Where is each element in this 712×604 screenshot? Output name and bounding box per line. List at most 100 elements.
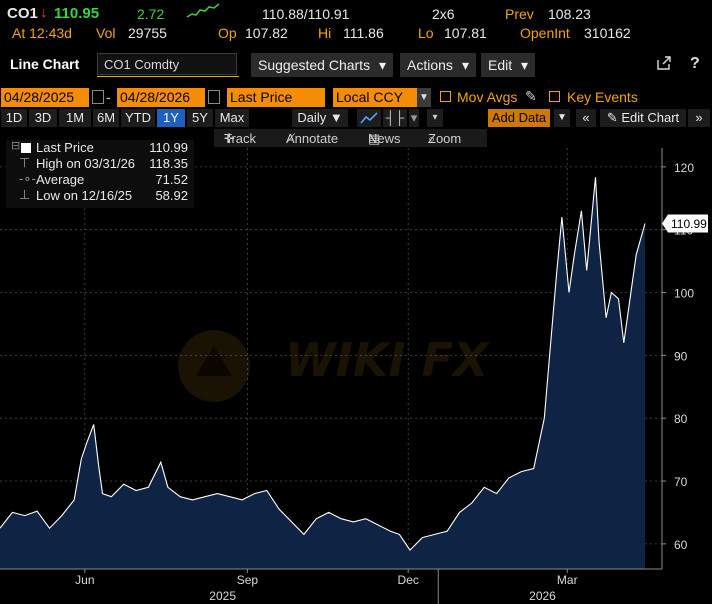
suggested-charts-dropdown[interactable]: Suggested Charts ▾ xyxy=(251,53,393,77)
bid-ask-size: 2x6 xyxy=(432,6,455,22)
down-arrow-icon: ↓ xyxy=(40,4,48,21)
chart-tools-row: ✛ Track ⟋ Annotate ▤ News ⌕ Zoom xyxy=(214,129,487,147)
average-marker-icon: -∘- xyxy=(19,171,36,186)
legend-high-value: 118.35 xyxy=(149,156,188,171)
x-year-label: 2026 xyxy=(529,589,556,603)
help-icon[interactable]: ? xyxy=(690,55,700,72)
open-interest-value: 310162 xyxy=(584,25,631,41)
period-button-1y[interactable]: 1Y xyxy=(157,109,185,127)
edit-chart-label: Edit Chart xyxy=(621,110,680,125)
watermark-logo: WIKI FX xyxy=(178,330,491,402)
period-row: 1D 3D 1M 6M YTD 1Y 5Y Max Daily ▼ ┤├ ▾ ▾ Add Da… xyxy=(0,109,712,127)
chevron-down-icon: ▾ xyxy=(520,57,528,73)
high-marker-icon: ⊤ xyxy=(19,155,31,170)
chevron-down-icon[interactable]: ▼ xyxy=(417,88,431,107)
frequency-dropdown[interactable]: Daily ▼ xyxy=(292,109,348,127)
end-date-input[interactable]: 04/28/2026 xyxy=(117,88,205,107)
legend-low-value: 58.92 xyxy=(155,188,188,203)
bar-chart-icon[interactable]: ┤├ xyxy=(383,109,407,127)
low-label: Lo xyxy=(418,25,434,41)
last-price-tag-label: 110.99 xyxy=(671,217,707,231)
legend-low-label: Low on 12/16/25 xyxy=(36,188,133,203)
chart-legend: ⊟ Last Price 110.99 ⊤ High on 03/31/26 1… xyxy=(6,140,194,208)
mov-avgs-label[interactable]: Mov Avgs xyxy=(457,89,518,105)
chevron-down-icon[interactable]: ▾ xyxy=(409,109,419,127)
calendar-icon[interactable] xyxy=(208,90,220,104)
security-input[interactable]: CO1 Comdty xyxy=(97,53,237,75)
time-label: At 12:43d xyxy=(12,25,72,41)
pencil-icon[interactable]: ✎ xyxy=(525,88,537,104)
tree-toggle-icon[interactable]: ⊟ xyxy=(11,140,21,152)
calendar-icon[interactable] xyxy=(92,90,104,104)
zoom-label: Zoom xyxy=(428,131,462,146)
y-tick-label: 90 xyxy=(674,349,688,363)
legend-last-label: Last Price xyxy=(36,140,94,155)
period-button-max[interactable]: Max xyxy=(215,109,249,127)
security-underline xyxy=(97,76,239,77)
y-tick-label: 70 xyxy=(674,475,688,489)
collapse-icon[interactable]: « xyxy=(576,109,596,127)
y-tick-label: 80 xyxy=(674,412,688,426)
x-axis: Jun Sep Dec Mar 2025 2026 xyxy=(0,568,662,604)
open-label: Op xyxy=(218,25,237,41)
track-label: Track xyxy=(224,131,257,146)
low-marker-icon: ⊥ xyxy=(19,187,31,202)
period-button-1m[interactable]: 1M xyxy=(59,109,91,127)
chevron-down-icon: ▾ xyxy=(461,57,469,73)
chart-toolbar: Line Chart CO1 Comdty Suggested Charts ▾… xyxy=(0,50,712,80)
actions-dropdown[interactable]: Actions ▾ xyxy=(400,53,476,77)
edit-label: Edit xyxy=(488,57,513,73)
news-label: News xyxy=(368,131,401,146)
period-button-ytd[interactable]: YTD xyxy=(121,109,155,127)
expand-icon[interactable]: » xyxy=(688,109,710,127)
series-swatch xyxy=(21,143,31,153)
y-tick-label: 100 xyxy=(674,287,694,301)
x-tick-label: Mar xyxy=(557,573,578,587)
period-button-1d[interactable]: 1D xyxy=(1,109,27,127)
suggested-charts-label: Suggested Charts xyxy=(258,57,371,73)
high-label: Hi xyxy=(318,25,332,41)
add-data-input[interactable]: Add Data xyxy=(488,109,550,127)
line-chart-icon[interactable] xyxy=(357,109,381,127)
ticker[interactable]: CO1 xyxy=(7,5,38,22)
legend-high: ⊤ High on 03/31/26 118.35 xyxy=(6,155,194,172)
pencil-icon: ✎ xyxy=(606,110,618,125)
edit-chart-button[interactable]: ✎ Edit Chart xyxy=(600,109,686,127)
quote-header: CO1 ↓ 110.95 2.72 110.88/110.91 2x6 Prev… xyxy=(0,0,712,44)
vol-label: Vol xyxy=(96,25,116,41)
period-button-6m[interactable]: 6M xyxy=(93,109,119,127)
news-icon: ▤ xyxy=(368,131,381,146)
currency-selector[interactable]: Local CCY xyxy=(333,88,429,107)
last-price: 110.95 xyxy=(54,5,100,22)
high-value: 111.86 xyxy=(343,25,384,41)
date-separator: - xyxy=(106,89,111,105)
legend-average: -∘- Average 71.52 xyxy=(6,171,194,188)
svg-text:WIKI FX: WIKI FX xyxy=(285,333,491,387)
price-area xyxy=(0,177,645,569)
last-price-tag-box xyxy=(662,214,708,233)
legend-last[interactable]: ⊟ Last Price 110.99 xyxy=(6,140,194,156)
date-range-row: 04/28/2025 - 04/28/2026 Last Price Local… xyxy=(0,88,712,108)
y-axis: 60708090100110120 xyxy=(661,148,694,569)
chevron-down-icon[interactable]: ▾ xyxy=(427,109,443,127)
vol-value: 29755 xyxy=(128,25,167,41)
chevron-down-icon[interactable]: ▼ xyxy=(554,109,570,127)
prev-label: Prev xyxy=(505,6,534,22)
net-change: 2.72 xyxy=(137,6,165,22)
edit-dropdown[interactable]: Edit ▾ xyxy=(481,53,535,77)
mov-avgs-checkbox[interactable] xyxy=(440,91,451,102)
start-date-input[interactable]: 04/28/2025 xyxy=(1,88,89,107)
key-events-label[interactable]: Key Events xyxy=(567,89,638,105)
period-button-5y[interactable]: 5Y xyxy=(187,109,213,127)
magnifier-icon: ⌕ xyxy=(428,131,436,146)
x-tick-label: Dec xyxy=(398,573,419,587)
prev-value: 108.23 xyxy=(548,6,591,22)
key-events-checkbox[interactable] xyxy=(549,91,560,102)
period-button-3d[interactable]: 3D xyxy=(29,109,57,127)
price-line xyxy=(0,177,646,551)
legend-average-label: Average xyxy=(36,172,85,187)
field-selector[interactable]: Last Price xyxy=(227,88,325,107)
annotate-label: Annotate xyxy=(286,131,339,146)
x-tick-label: Jun xyxy=(75,573,94,587)
